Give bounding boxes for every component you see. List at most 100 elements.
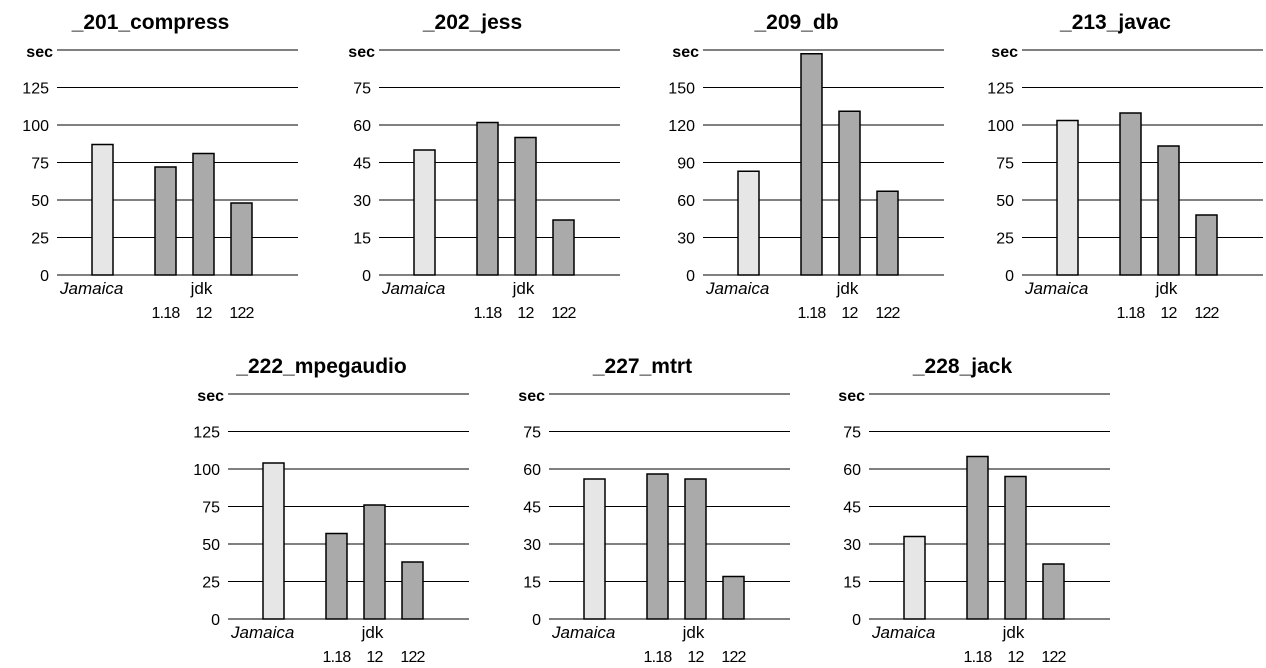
group-label-jdk: jdk [836,279,859,298]
y-tick-label: 30 [677,231,695,248]
y-tick-label: 45 [353,156,371,173]
bar-jdk [646,473,669,620]
chart-title: _228_jack [912,355,1013,378]
y-tick-label: 100 [22,118,49,135]
category-label-jamaica: Jamaica [705,279,769,298]
bar-jdk [552,219,575,276]
y-tick-label: 0 [532,612,541,629]
bar-jdk [722,575,745,620]
y-tick-label: 30 [843,537,861,554]
group-label-jdk: jdk [361,623,384,642]
bar-jdk [1004,475,1027,620]
category-label-jamaica: Jamaica [381,279,445,298]
y-tick-label: 25 [996,231,1014,248]
group-label-jdk: jdk [1002,623,1025,642]
y-tick-label: 50 [996,193,1014,210]
chart-title: _202_jess [422,11,522,34]
bar-jamaica [737,170,760,276]
group-label-jdk: jdk [512,279,535,298]
bar-jamaica [903,535,926,620]
bar-jamaica [583,478,606,620]
bar-jdk [1119,112,1142,276]
y-tick-label: 75 [843,425,861,442]
x-tick-label: 1.18 [323,649,352,666]
bar-jdk [1157,145,1180,276]
y-tick-label: 25 [31,231,49,248]
x-tick-label: 12 [1007,649,1024,666]
x-tick-label: 12 [195,305,212,322]
y-tick-label: 60 [677,193,695,210]
chart-title: _227_mtrt [592,355,692,378]
bar-jamaica [262,462,285,620]
bar-jamaica [1056,119,1079,276]
category-label-jamaica: Jamaica [59,279,123,298]
y-tick-label: 0 [686,268,695,285]
y-tick-label: 0 [852,612,861,629]
y-tick-label: 30 [353,193,371,210]
y-tick-label: 150 [668,81,695,98]
y-tick-label: 125 [22,81,49,98]
y-tick-label: 75 [31,156,49,173]
category-label-jamaica: Jamaica [230,623,294,642]
y-tick-label: 90 [677,156,695,173]
x-tick-label: 122 [1194,305,1219,322]
x-tick-label: 122 [229,305,254,322]
x-tick-label: 1.18 [964,649,993,666]
bar-jdk [966,455,989,620]
x-tick-label: 1.18 [798,305,827,322]
y-tick-label: 15 [353,231,371,248]
category-label-jamaica: Jamaica [551,623,615,642]
y-tick-label: 45 [523,500,541,517]
y-tick-label: 50 [31,193,49,210]
bar-jdk [800,53,823,276]
y-tick-label: 30 [523,537,541,554]
y-tick-label: 15 [523,575,541,592]
x-tick-label: 122 [1041,649,1066,666]
chart-title: _222_mpegaudio [235,355,406,378]
bar-jdk [154,166,177,276]
y-tick-label: 60 [523,462,541,479]
y-axis-label: sec [197,388,224,405]
y-axis-label: sec [991,44,1018,61]
y-tick-label: 0 [362,268,371,285]
bar-jdk [401,561,424,620]
y-tick-label: 100 [193,462,220,479]
group-label-jdk: jdk [682,623,705,642]
y-tick-label: 100 [987,118,1014,135]
x-tick-label: 122 [721,649,746,666]
y-tick-label: 60 [353,118,371,135]
bar-jdk [514,136,537,276]
y-tick-label: 0 [40,268,49,285]
bar-jdk [876,190,899,276]
bar-jdk [363,504,386,620]
category-label-jamaica: Jamaica [1024,279,1088,298]
y-tick-label: 25 [202,575,220,592]
y-tick-label: 75 [996,156,1014,173]
y-tick-label: 15 [843,575,861,592]
bar-jdk [192,152,215,276]
x-tick-label: 1.18 [644,649,673,666]
y-tick-label: 125 [193,425,220,442]
x-tick-label: 12 [841,305,858,322]
bar-jamaica [413,149,436,276]
x-tick-label: 12 [1160,305,1177,322]
y-tick-label: 75 [202,500,220,517]
x-tick-label: 1.18 [1117,305,1146,322]
bar-jdk [838,110,861,276]
y-axis-label: sec [518,388,545,405]
y-axis-label: sec [838,388,865,405]
y-tick-label: 75 [523,425,541,442]
x-tick-label: 1.18 [152,305,181,322]
bar-jdk [1195,214,1218,276]
x-tick-label: 122 [551,305,576,322]
y-axis-label: sec [348,44,375,61]
y-axis-label: sec [26,44,53,61]
bar-jdk [684,478,707,620]
x-tick-label: 12 [517,305,534,322]
